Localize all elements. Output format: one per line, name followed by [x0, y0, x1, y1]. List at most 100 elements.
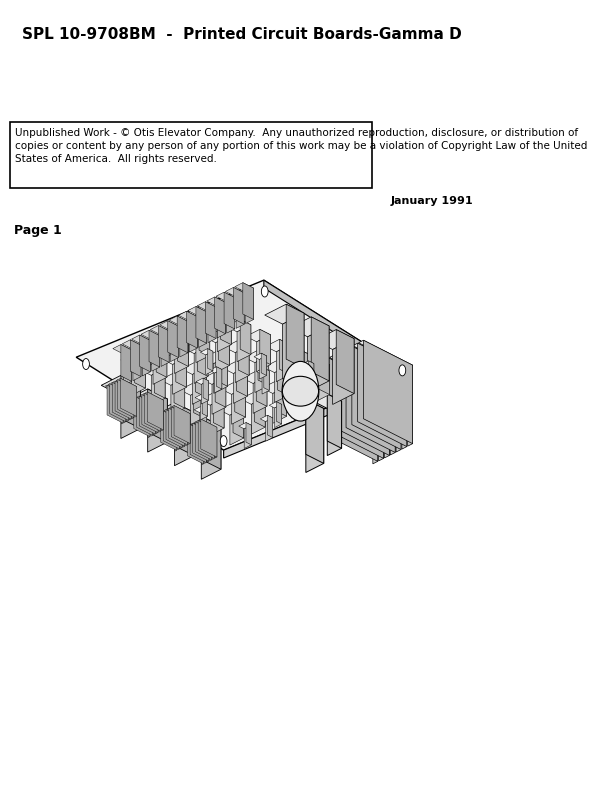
Polygon shape: [265, 304, 304, 324]
Polygon shape: [132, 399, 150, 407]
Text: January 1991: January 1991: [391, 196, 473, 206]
Polygon shape: [174, 337, 188, 374]
Polygon shape: [264, 368, 269, 390]
Polygon shape: [194, 383, 204, 418]
Polygon shape: [305, 360, 329, 372]
Polygon shape: [379, 380, 384, 461]
Polygon shape: [164, 410, 182, 418]
Polygon shape: [189, 316, 197, 352]
Polygon shape: [208, 307, 216, 342]
Polygon shape: [227, 298, 235, 333]
Polygon shape: [195, 422, 212, 460]
Polygon shape: [201, 416, 221, 469]
Polygon shape: [244, 350, 269, 363]
Polygon shape: [162, 411, 180, 420]
Polygon shape: [264, 280, 411, 381]
Polygon shape: [224, 340, 249, 352]
Polygon shape: [260, 415, 273, 422]
Polygon shape: [336, 330, 354, 393]
Polygon shape: [176, 352, 186, 387]
Circle shape: [282, 361, 319, 421]
Polygon shape: [203, 378, 209, 400]
Polygon shape: [347, 346, 401, 374]
Polygon shape: [201, 419, 217, 457]
Polygon shape: [313, 394, 341, 408]
Polygon shape: [121, 353, 145, 365]
Polygon shape: [352, 346, 401, 450]
Polygon shape: [219, 330, 229, 366]
Polygon shape: [359, 340, 412, 367]
Polygon shape: [254, 353, 267, 360]
Polygon shape: [273, 386, 286, 423]
Polygon shape: [169, 407, 188, 416]
Polygon shape: [212, 429, 214, 459]
Polygon shape: [283, 313, 304, 379]
Polygon shape: [256, 371, 267, 407]
Polygon shape: [106, 385, 123, 394]
Polygon shape: [159, 412, 177, 422]
Polygon shape: [139, 396, 155, 434]
Polygon shape: [327, 401, 341, 455]
Polygon shape: [186, 426, 204, 435]
Polygon shape: [258, 350, 269, 385]
Polygon shape: [235, 283, 253, 292]
Polygon shape: [210, 430, 212, 461]
Polygon shape: [216, 367, 222, 389]
Polygon shape: [283, 371, 308, 382]
Polygon shape: [168, 321, 178, 358]
Polygon shape: [319, 360, 329, 395]
Polygon shape: [172, 406, 190, 414]
Polygon shape: [216, 336, 229, 373]
Polygon shape: [134, 386, 136, 417]
Polygon shape: [202, 394, 207, 416]
Polygon shape: [262, 381, 286, 393]
Polygon shape: [206, 352, 213, 374]
Polygon shape: [147, 392, 163, 430]
Polygon shape: [233, 367, 247, 403]
Polygon shape: [198, 421, 214, 458]
Polygon shape: [192, 367, 206, 404]
Polygon shape: [197, 421, 214, 429]
Polygon shape: [235, 345, 249, 382]
Polygon shape: [217, 315, 231, 352]
Polygon shape: [161, 331, 169, 367]
Polygon shape: [232, 387, 245, 424]
Polygon shape: [205, 301, 216, 338]
Polygon shape: [175, 421, 177, 451]
Polygon shape: [174, 373, 185, 408]
Polygon shape: [136, 397, 153, 436]
Polygon shape: [285, 349, 310, 362]
Polygon shape: [259, 356, 267, 379]
Polygon shape: [196, 326, 210, 363]
Polygon shape: [297, 371, 308, 405]
Polygon shape: [261, 353, 267, 375]
Polygon shape: [307, 363, 314, 387]
Polygon shape: [163, 411, 180, 449]
Polygon shape: [194, 422, 212, 431]
Polygon shape: [197, 341, 208, 376]
Polygon shape: [205, 330, 229, 343]
Polygon shape: [134, 397, 153, 407]
Polygon shape: [182, 416, 221, 436]
Polygon shape: [197, 301, 216, 311]
Text: SPL 10-9708BM  -  Printed Circuit Boards-Gamma D: SPL 10-9708BM - Printed Circuit Boards-G…: [22, 27, 461, 42]
Polygon shape: [306, 400, 324, 463]
Text: Unpublished Work - © Otis Elevator Company.  Any unauthorized reproduction, disc: Unpublished Work - © Otis Elevator Compa…: [16, 128, 588, 164]
Polygon shape: [185, 320, 210, 333]
Polygon shape: [148, 399, 168, 452]
Polygon shape: [241, 392, 265, 404]
Polygon shape: [239, 422, 251, 429]
Polygon shape: [236, 361, 247, 396]
Polygon shape: [333, 338, 354, 404]
Polygon shape: [186, 415, 188, 446]
Polygon shape: [408, 365, 412, 446]
Polygon shape: [207, 349, 213, 371]
Polygon shape: [195, 394, 207, 400]
Polygon shape: [396, 371, 401, 452]
Polygon shape: [160, 412, 177, 451]
Polygon shape: [201, 381, 209, 404]
Polygon shape: [124, 392, 126, 422]
Polygon shape: [215, 370, 222, 392]
Polygon shape: [269, 402, 282, 408]
Polygon shape: [180, 321, 188, 357]
